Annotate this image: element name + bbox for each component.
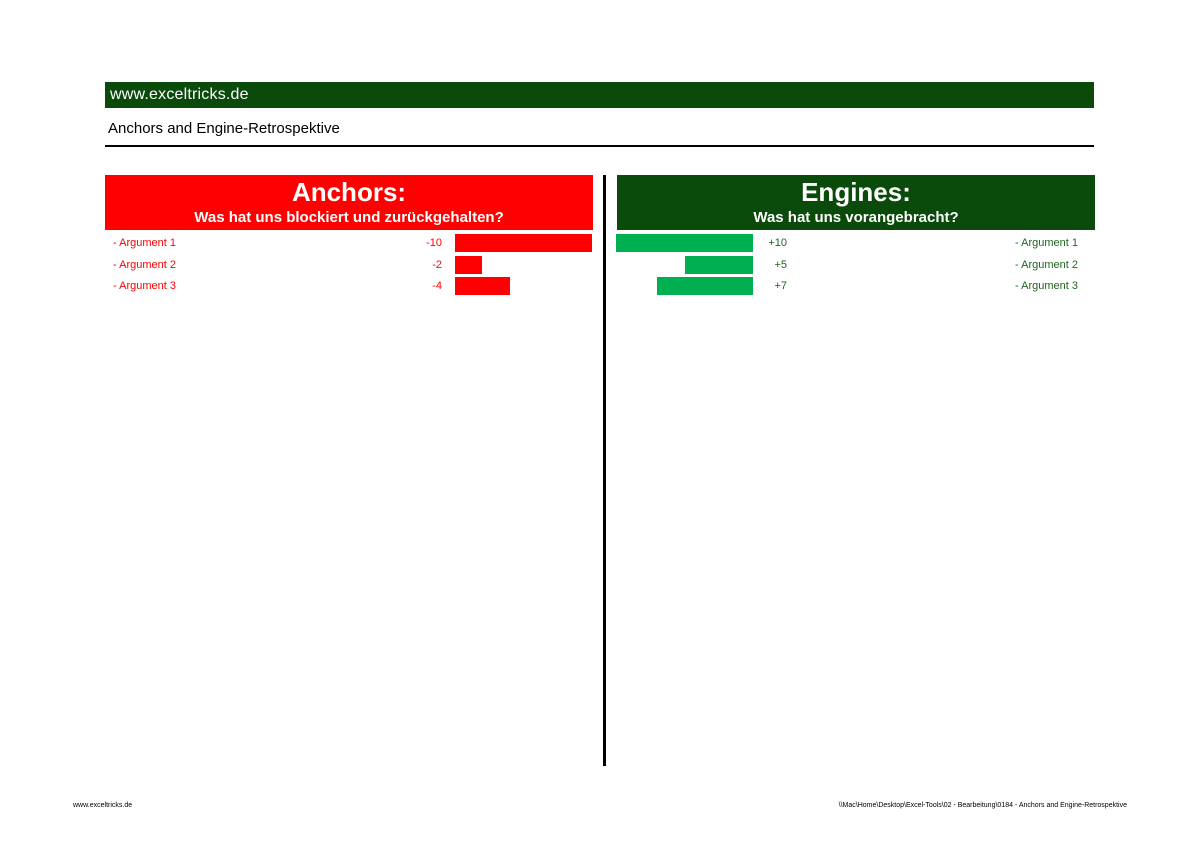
engine-row-value: +7 (774, 280, 787, 292)
engine-bar-track (616, 233, 753, 253)
anchor-bar (455, 234, 592, 252)
engine-row-label: - Argument 1 (1015, 237, 1078, 249)
engine-row: +10 - Argument 1 (757, 233, 1097, 253)
engine-bar-track (616, 255, 753, 275)
engines-subtitle: Was hat uns vorangebracht? (753, 209, 959, 226)
anchor-row: - Argument 3 -4 (113, 276, 453, 296)
footer-right-path: \\Mac\Home\Desktop\Excel-Tools\02 - Bear… (838, 802, 1127, 809)
brand-url: www.exceltricks.de (110, 86, 249, 103)
engine-row-label: - Argument 2 (1015, 258, 1078, 271)
engine-bar (684, 255, 753, 274)
engine-bar (616, 234, 753, 252)
anchor-row: - Argument 1 -10 (113, 233, 453, 253)
engine-row-label: - Argument 3 (1015, 280, 1078, 292)
anchor-row-label: - Argument 3 (113, 280, 176, 292)
anchor-row: - Argument 2 -2 (113, 255, 453, 275)
anchor-row-label: - Argument 2 (113, 258, 176, 271)
anchor-row-value: -2 (432, 258, 442, 271)
anchor-bar (455, 277, 510, 295)
anchor-row-label: - Argument 1 (113, 237, 176, 249)
engine-bar (657, 277, 753, 295)
anchors-subtitle: Was hat uns blockiert und zurückgehalten… (194, 209, 504, 226)
anchor-bar-track (455, 276, 595, 296)
engine-row: +5 - Argument 2 (757, 255, 1097, 275)
engine-row-value: +10 (768, 237, 787, 249)
engine-bar-track (616, 276, 753, 296)
engine-row-value: +5 (774, 258, 787, 271)
anchor-row-value: -10 (426, 237, 442, 249)
engines-header: Engines: Was hat uns vorangebracht? (617, 175, 1095, 230)
footer-left-text: www.exceltricks.de (73, 802, 133, 809)
anchor-bar-track (455, 255, 595, 275)
anchors-title: Anchors: (291, 177, 407, 207)
center-divider-line (603, 175, 606, 766)
anchor-bar (455, 255, 483, 274)
anchors-header: Anchors: Was hat uns blockiert und zurüc… (105, 175, 593, 230)
brand-bar: www.exceltricks.de (105, 82, 1094, 108)
engines-title: Engines: (801, 177, 911, 207)
anchor-bar-track (455, 233, 595, 253)
engine-row: +7 - Argument 3 (757, 276, 1097, 296)
anchor-row-value: -4 (432, 280, 442, 292)
page-title: Anchors and Engine-Retrospektive (108, 120, 340, 137)
title-rule (105, 145, 1094, 147)
